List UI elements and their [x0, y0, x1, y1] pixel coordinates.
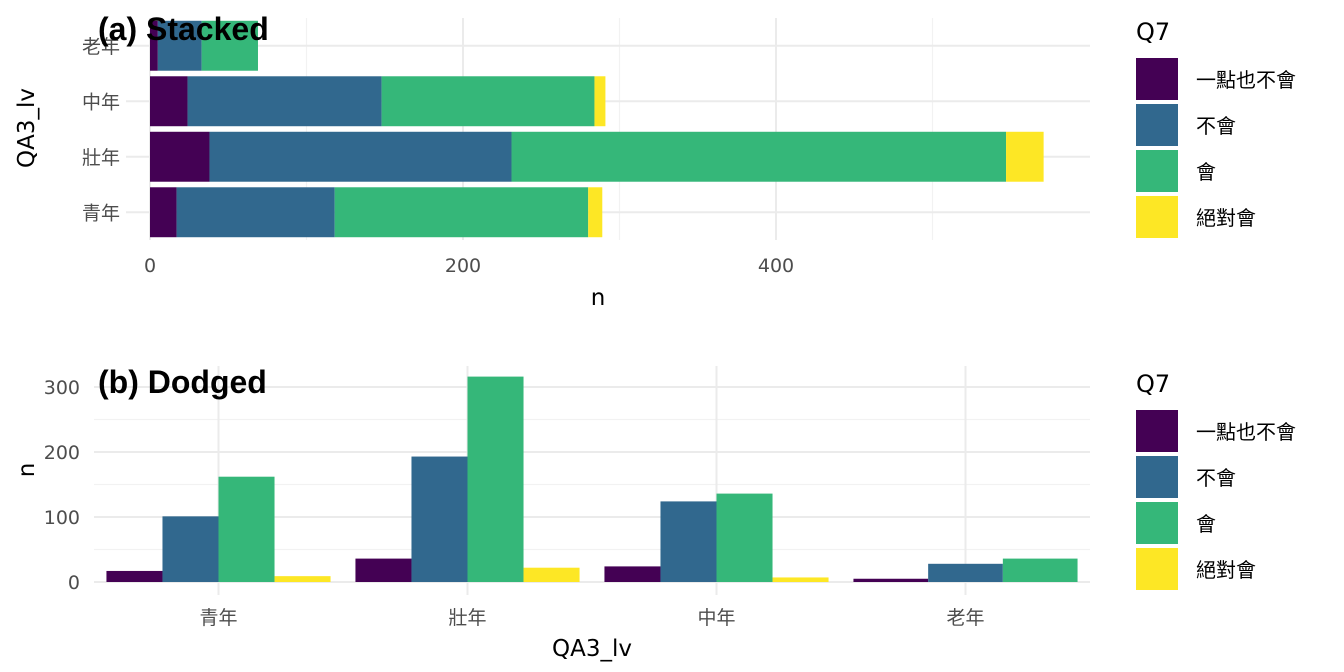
panel-a-legend-key	[1136, 150, 1178, 192]
panel-a-x-ticks: 0 200 400	[144, 255, 794, 277]
panel-b-bar	[162, 516, 219, 582]
panel-a-bar-segment	[511, 131, 1007, 182]
panel-b-x-tick-label: 老年	[946, 607, 984, 629]
panel-a-stacked: 0 200 400 青年 壯年 中年 老年 (a) Stacked n QA3_lv Q7…	[14, 11, 1296, 311]
panel-a-bar-segment	[588, 187, 603, 238]
panel-b-bar	[523, 567, 580, 582]
panel-b-bar	[660, 501, 717, 582]
panel-b-bar	[716, 493, 773, 582]
panel-b-legend-key	[1136, 456, 1178, 498]
panel-b-legend-label: 一點也不會	[1196, 420, 1296, 444]
panel-b-bars	[106, 376, 1078, 582]
panel-a-bar-segment	[201, 20, 258, 71]
panel-a-bars	[150, 20, 1044, 238]
panel-b-bar	[411, 456, 468, 582]
panel-b-bar	[106, 570, 163, 582]
panel-b-bar	[604, 566, 661, 582]
panel-b-legend-key	[1136, 548, 1178, 590]
panel-b-legend-label: 絕對會	[1196, 558, 1256, 582]
panel-a-bar-segment	[150, 131, 210, 182]
panel-b-legend-label: 會	[1196, 512, 1216, 536]
panel-b-legend-label: 不會	[1196, 466, 1236, 490]
panel-b-y-tick-label: 100	[44, 507, 80, 529]
panel-a-y-tick-label: 壯年	[82, 147, 120, 169]
panel-b-y-ticks: 0 100 200 300	[44, 377, 80, 594]
panel-b-bar	[928, 563, 1003, 582]
panel-a-bar-segment	[150, 187, 177, 238]
panel-b-bar	[1002, 558, 1078, 582]
panel-b-x-tick-label: 壯年	[448, 607, 486, 629]
panel-a-x-tick-label: 200	[445, 255, 481, 277]
panel-a-legend-title: Q7	[1136, 18, 1170, 46]
panel-b-bar	[467, 376, 524, 582]
panel-a-y-tick-label: 青年	[82, 202, 120, 224]
panel-b-y-axis-title: n	[14, 463, 40, 478]
panel-b-bar	[772, 577, 829, 582]
panel-b-x-ticks: 青年 壯年 中年 老年	[199, 607, 984, 629]
panel-b-bar	[218, 476, 275, 582]
panel-b-legend-key	[1136, 410, 1178, 452]
panel-b-y-tick-label: 200	[44, 442, 80, 464]
panel-a-bar-segment	[176, 187, 335, 238]
panel-a-legend-label: 不會	[1196, 114, 1236, 138]
panel-b-title: (b) Dodged	[98, 364, 267, 400]
panel-a-bar-segment	[594, 76, 606, 127]
panel-a-bar-segment	[209, 131, 512, 182]
panel-a-legend-label: 一點也不會	[1196, 68, 1296, 92]
panel-b-bar	[274, 576, 331, 582]
panel-b-legend-key	[1136, 502, 1178, 544]
panel-b-x-tick-label: 青年	[199, 607, 237, 629]
panel-a-bar-segment	[187, 76, 382, 127]
panel-a-bar-segment	[150, 20, 158, 71]
panel-b-y-tick-label: 300	[44, 377, 80, 399]
panel-a-title: (a) Stacked	[98, 11, 269, 47]
panel-a-x-tick-label: 400	[758, 255, 794, 277]
panel-a-y-tick-label: 老年	[82, 36, 120, 58]
panel-b-x-axis-title: QA3_lv	[552, 636, 632, 662]
panel-a-x-axis-title: n	[591, 285, 606, 311]
panel-b-bar	[355, 558, 412, 582]
panel-b-x-tick-label: 中年	[697, 607, 735, 629]
panel-a-bar-segment	[157, 20, 202, 71]
panel-a-bar-segment	[334, 187, 589, 238]
panel-a-legend-key	[1136, 196, 1178, 238]
panel-a-y-tick-label: 中年	[82, 91, 120, 113]
panel-b-legend-title: Q7	[1136, 370, 1170, 398]
panel-a-legend-key	[1136, 104, 1178, 146]
panel-a-x-tick-label: 0	[144, 255, 156, 277]
panel-a-legend-label: 會	[1196, 160, 1216, 184]
panel-a-legend-label: 絕對會	[1196, 206, 1256, 230]
panel-a-legend-key	[1136, 58, 1178, 100]
panel-a-bar-segment	[150, 76, 188, 127]
panel-a-bar-segment	[1006, 131, 1044, 182]
panel-a-y-axis-title: QA3_lv	[14, 88, 40, 168]
panel-a-bar-segment	[381, 76, 595, 127]
panel-b-y-tick-label: 0	[68, 572, 80, 594]
panel-b-bar	[853, 578, 929, 582]
